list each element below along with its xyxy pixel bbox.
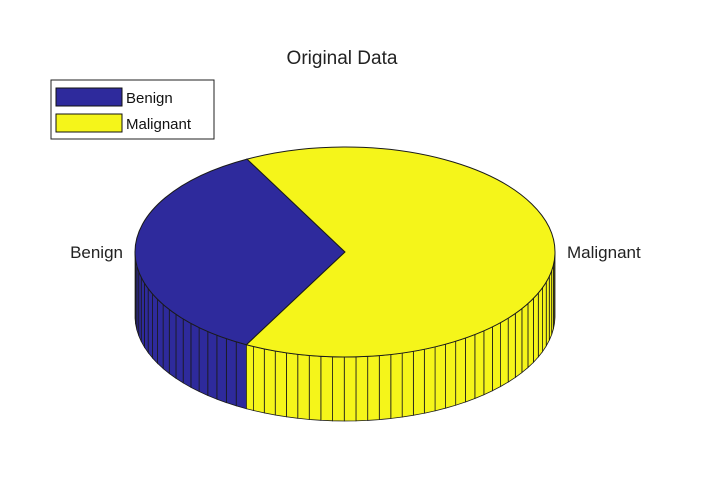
pie-side-benign: [207, 330, 218, 400]
pie-side-malignant: [332, 356, 345, 422]
pie-side-benign: [152, 293, 158, 365]
pie-side-benign: [190, 322, 200, 393]
pie-side-malignant: [492, 321, 501, 392]
pie-side-malignant: [514, 307, 523, 379]
pie-side-malignant: [401, 350, 414, 418]
slice-label-benign: Benign: [70, 243, 123, 262]
pie-side-malignant: [297, 353, 310, 420]
pie-side-malignant: [253, 346, 265, 414]
pie-side-benign: [216, 334, 227, 404]
pie-side-malignant: [286, 352, 299, 419]
pie-side-benign: [198, 326, 209, 397]
pie-side-malignant: [308, 355, 322, 421]
chart-title: Original Data: [287, 48, 398, 69]
pie-side-benign: [162, 303, 170, 375]
pie-side-benign: [147, 287, 153, 360]
pie-side-malignant: [390, 352, 403, 419]
pie-side-benign: [175, 313, 184, 384]
pie-side-benign: [182, 318, 192, 389]
legend: Benign Malignant: [50, 79, 215, 140]
pie-slice-malignant: [245, 146, 556, 358]
pie-side-benign: [235, 341, 247, 410]
pie-side-malignant: [434, 343, 446, 412]
pie-side-malignant: [378, 354, 392, 421]
pie-side-malignant: [542, 280, 547, 353]
pie-side-benign: [168, 308, 177, 380]
pie-side-malignant: [274, 350, 287, 418]
pie-side-malignant: [537, 286, 543, 359]
pie-top: [134, 146, 556, 358]
pie-labels: Benign Malignant: [70, 243, 641, 262]
pie-slice-benign: [134, 158, 346, 346]
pie-side-malignant: [545, 276, 550, 347]
pie-side-malignant: [423, 346, 436, 414]
pie-side-malignant: [263, 348, 276, 416]
pie-side-malignant: [527, 297, 534, 369]
pie-side-malignant: [355, 355, 369, 422]
slice-label-malignant: Malignant: [567, 243, 641, 262]
pie-side-malignant: [246, 344, 255, 412]
pie-side-malignant: [367, 355, 380, 421]
pie-side-malignant: [343, 356, 357, 422]
legend-label-benign: Benign: [126, 90, 173, 107]
legend-label-malignant: Malignant: [126, 116, 192, 133]
pie-side-malignant: [533, 291, 539, 364]
pie-side-malignant: [500, 317, 509, 388]
legend-swatch-malignant: [55, 113, 123, 133]
pie-side-malignant: [483, 326, 493, 396]
pie-side-benign: [225, 338, 237, 407]
pie-side-malignant: [474, 330, 485, 400]
pie-side-malignant: [465, 333, 476, 403]
pie-side-malignant: [507, 312, 516, 383]
pie-side-malignant: [445, 340, 457, 409]
pie-side-malignant: [320, 355, 333, 422]
pie-side-malignant: [412, 348, 425, 416]
pie-side-benign: [140, 275, 145, 349]
pie-side-benign: [143, 281, 149, 354]
legend-swatch-benign: [55, 87, 123, 107]
pie-side-malignant: [455, 337, 466, 406]
pie-side-benign: [157, 298, 164, 370]
pie-side-benign: [134, 254, 137, 325]
pie-side-malignant: [521, 302, 529, 374]
